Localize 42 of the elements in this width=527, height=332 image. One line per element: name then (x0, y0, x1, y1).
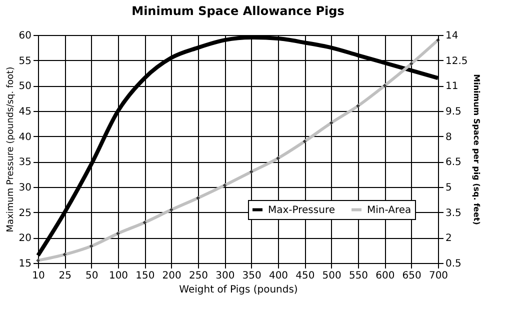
x-tick-label: 350 (242, 270, 262, 282)
legend-label: Max-Pressure (268, 204, 335, 216)
x-tick-label: 550 (348, 270, 368, 282)
x-tick-label: 700 (428, 270, 448, 282)
x-tick-label: 400 (268, 270, 288, 282)
y-tick-label: 40 (18, 132, 32, 143)
y-tick-label: 50 (18, 81, 32, 92)
y2-tick-label: 0.5 (446, 258, 462, 270)
y2-tick-label: 9.5 (446, 106, 462, 118)
y2-tick-label: 3.5 (446, 208, 462, 219)
y-tick-label: 30 (18, 182, 32, 194)
x-tick-label: 600 (376, 270, 395, 282)
y-tick-label: 55 (18, 56, 32, 67)
x-tick-label: 650 (402, 270, 422, 282)
y2-axis-title: Minimum Space per pig (sq. feet) (472, 74, 481, 225)
y2-tick-label: 11 (446, 81, 458, 92)
legend-label: Min-Area (367, 204, 412, 216)
x-tick-label: 100 (108, 270, 128, 282)
x-tick-label: 300 (216, 270, 235, 282)
y-axis-title: Maximum Pressure (pounds/sq. foot) (6, 66, 16, 232)
y2-tick-label: 14 (446, 30, 458, 42)
x-tick-label: 150 (136, 270, 155, 282)
x-axis-title: Weight of Pigs (pounds) (179, 284, 298, 296)
x-tick-label: 25 (58, 270, 72, 282)
x-tick-label: 200 (162, 270, 182, 282)
y2-tick-label: 6.5 (446, 157, 462, 168)
y-tick-label: 25 (18, 208, 32, 219)
y-tick-label: 60 (18, 30, 32, 42)
y2-tick-label: 2 (446, 233, 452, 244)
y-tick-label: 45 (18, 106, 32, 118)
y-tick-label: 15 (18, 258, 32, 270)
y2-tick-label: 5 (446, 182, 452, 194)
y-tick-label: 35 (18, 157, 32, 168)
x-tick-label: 500 (322, 270, 342, 282)
x-tick-label: 10 (32, 270, 45, 282)
chart-title: Minimum Space Allowance Pigs (132, 4, 344, 18)
y2-tick-label: 12.5 (446, 56, 468, 67)
y2-tick-label: 8 (446, 132, 452, 143)
x-tick-label: 50 (85, 270, 98, 282)
x-tick-label: 450 (296, 270, 315, 282)
x-tick-label: 250 (188, 270, 208, 282)
y-tick-label: 20 (18, 233, 32, 244)
